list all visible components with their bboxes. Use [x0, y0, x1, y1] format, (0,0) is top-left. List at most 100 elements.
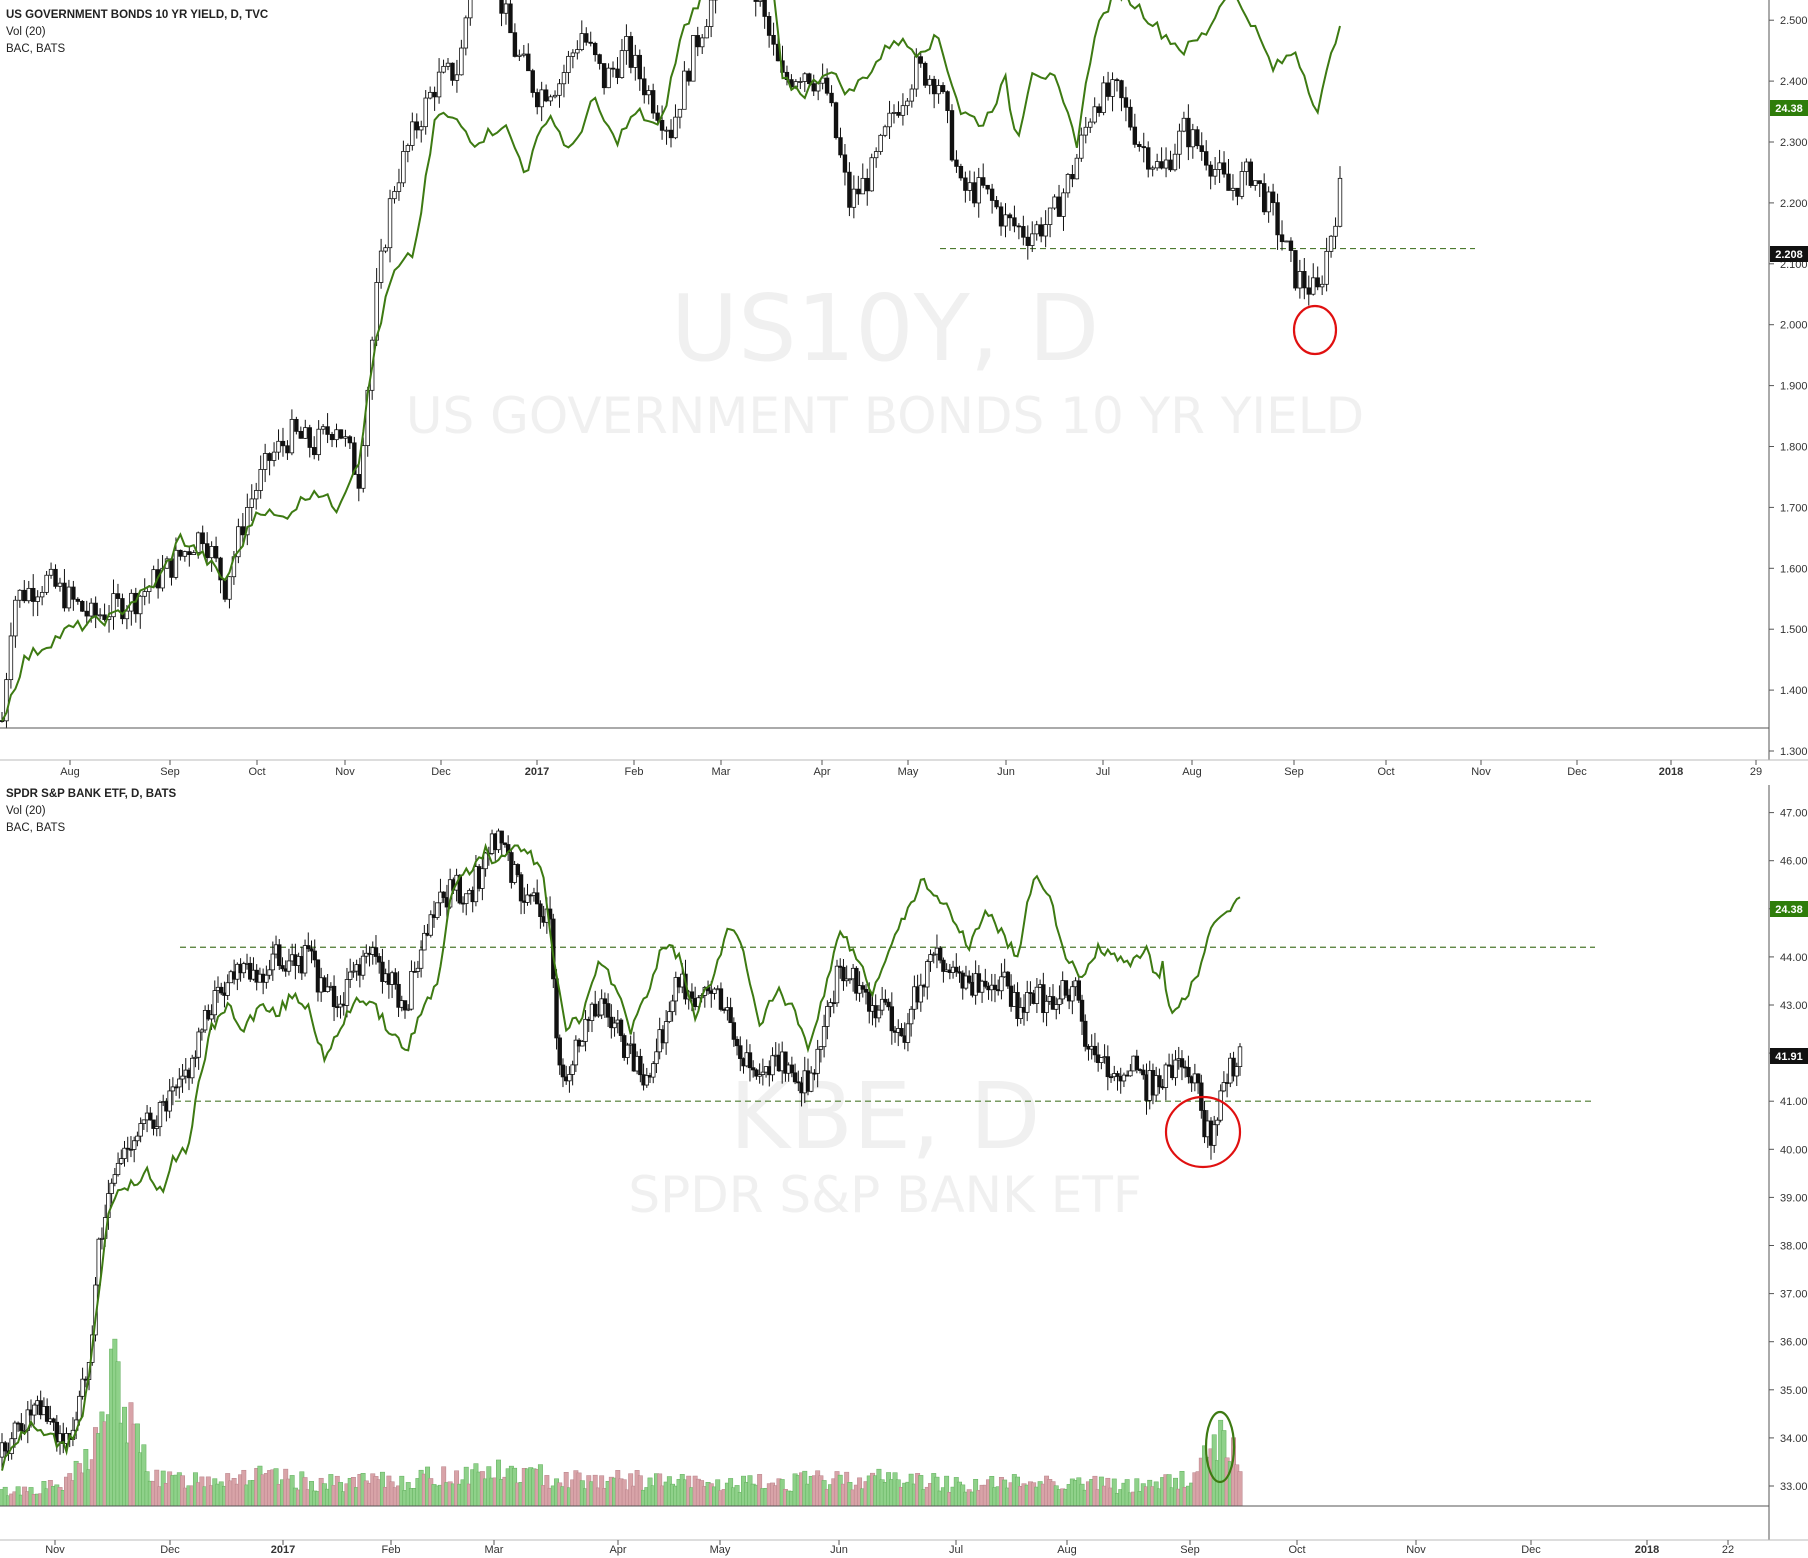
candle-body — [807, 73, 812, 85]
candle-body — [981, 177, 986, 186]
candle-body — [219, 986, 224, 994]
candle-body — [225, 982, 230, 996]
candle-body — [112, 1174, 118, 1184]
candle-body — [249, 498, 254, 508]
candle-body — [802, 73, 807, 82]
candle-body — [1128, 106, 1133, 128]
candle-body — [856, 188, 861, 195]
candle-body — [393, 972, 398, 985]
time-axis[interactable]: Nov Dec 2017 Feb Mar Apr May Jun Jul Aug Sep Oct Nov… — [0, 1505, 1808, 1556]
candle-body — [193, 1056, 198, 1059]
candle-body — [270, 953, 276, 971]
candle-body — [941, 959, 946, 972]
candle-body — [311, 447, 317, 456]
candle-body — [841, 966, 846, 982]
candle-body — [8, 635, 14, 681]
candle-body — [32, 1404, 37, 1416]
candle-body — [1092, 106, 1097, 123]
candle-body — [125, 1147, 130, 1150]
candle-body — [1083, 1020, 1088, 1047]
candle-body — [560, 1064, 566, 1078]
candle-body — [865, 177, 870, 192]
candle-body — [1003, 214, 1008, 227]
candle-body — [213, 546, 219, 559]
time-tick-label: Jul — [949, 1544, 963, 1556]
candle-body — [1123, 97, 1129, 108]
candle-body — [111, 593, 116, 618]
candle-body — [44, 1406, 50, 1422]
time-tick-label: Mar — [485, 1544, 504, 1556]
candle-body — [298, 430, 304, 439]
candle-body — [905, 1023, 911, 1043]
candle-body — [412, 970, 417, 973]
candle-body — [789, 1064, 795, 1074]
time-tick-label: Feb — [382, 1544, 401, 1556]
candle-body — [1159, 161, 1164, 169]
candle-body — [151, 1119, 156, 1129]
time-axis[interactable]: Aug Sep Oct Nov Dec 2017 Feb Mar Apr May Jun Jul Aug… — [0, 727, 1808, 778]
candle-body — [708, 0, 714, 27]
candle-body — [1217, 162, 1222, 170]
candle-body — [436, 71, 442, 98]
time-tick-label: Jun — [830, 1544, 848, 1556]
candle-body — [654, 1051, 659, 1065]
candle-body — [1083, 126, 1088, 136]
candle-body — [646, 90, 651, 96]
candle-body — [84, 610, 89, 617]
candle-body — [650, 90, 656, 114]
candle-body — [54, 1421, 60, 1443]
candle-body — [71, 586, 76, 600]
candle-body — [1141, 1069, 1146, 1076]
time-tick-label: Feb — [625, 766, 644, 778]
candle-body — [1076, 980, 1082, 1001]
candle-body — [1099, 1057, 1104, 1064]
candle-body — [187, 551, 192, 555]
candle-body — [518, 874, 524, 902]
time-tick-label: Sep — [160, 766, 180, 778]
watermark-name: US GOVERNMENT BONDS 10 YR YIELD — [406, 387, 1364, 445]
candle-body — [809, 1072, 814, 1092]
candle-body — [267, 969, 272, 976]
candle-body — [731, 1022, 737, 1040]
compare-last-label: 24.38 — [1775, 904, 1803, 916]
candle-body — [1154, 161, 1160, 169]
price-axis[interactable]: 47.0046.0045.0044.0043.0042.0041.0040.00… — [1768, 785, 1808, 1540]
candle-body — [276, 440, 281, 453]
candle-body — [190, 1057, 195, 1079]
candle-body — [19, 1423, 24, 1432]
candle-body — [480, 868, 485, 889]
candle-body — [668, 129, 674, 139]
candle-body — [347, 436, 353, 444]
candle-body — [989, 188, 995, 201]
candle-body — [757, 1074, 762, 1077]
candle-body — [12, 1422, 18, 1440]
candle-body — [1015, 992, 1020, 1019]
candle-body — [44, 574, 49, 593]
candle-body — [1195, 129, 1200, 147]
candle-body — [567, 1074, 572, 1082]
candle-body — [610, 67, 616, 70]
candle-body — [1044, 1000, 1049, 1013]
candle-body — [245, 507, 250, 536]
candle-body — [534, 892, 540, 905]
candle-body — [940, 85, 946, 93]
price-axis[interactable]: 2.7002.6002.5002.4002.3002.2002.1002.000… — [1768, 0, 1808, 760]
price-tick-label: 37.00 — [1780, 1289, 1808, 1301]
candle-body — [539, 89, 544, 108]
price-tick-label: 35.00 — [1780, 1385, 1808, 1397]
candle-body — [1115, 1073, 1120, 1077]
candle-body — [712, 988, 717, 994]
time-tick-label: Nov — [1406, 1544, 1426, 1556]
candle-body — [142, 591, 147, 597]
candle-body — [1041, 984, 1046, 1013]
candle-body — [575, 49, 580, 54]
candle-body — [347, 971, 353, 980]
candle-body — [115, 1162, 121, 1176]
candle-body — [860, 985, 865, 990]
candle-body — [811, 83, 816, 92]
price-tick-label: 2.500 — [1780, 15, 1808, 27]
candle-body — [1237, 1046, 1243, 1067]
time-tick-label: Nov — [45, 1544, 65, 1556]
compare-symbol-label: BAC, BATS — [6, 43, 66, 55]
candle-body — [869, 157, 874, 192]
